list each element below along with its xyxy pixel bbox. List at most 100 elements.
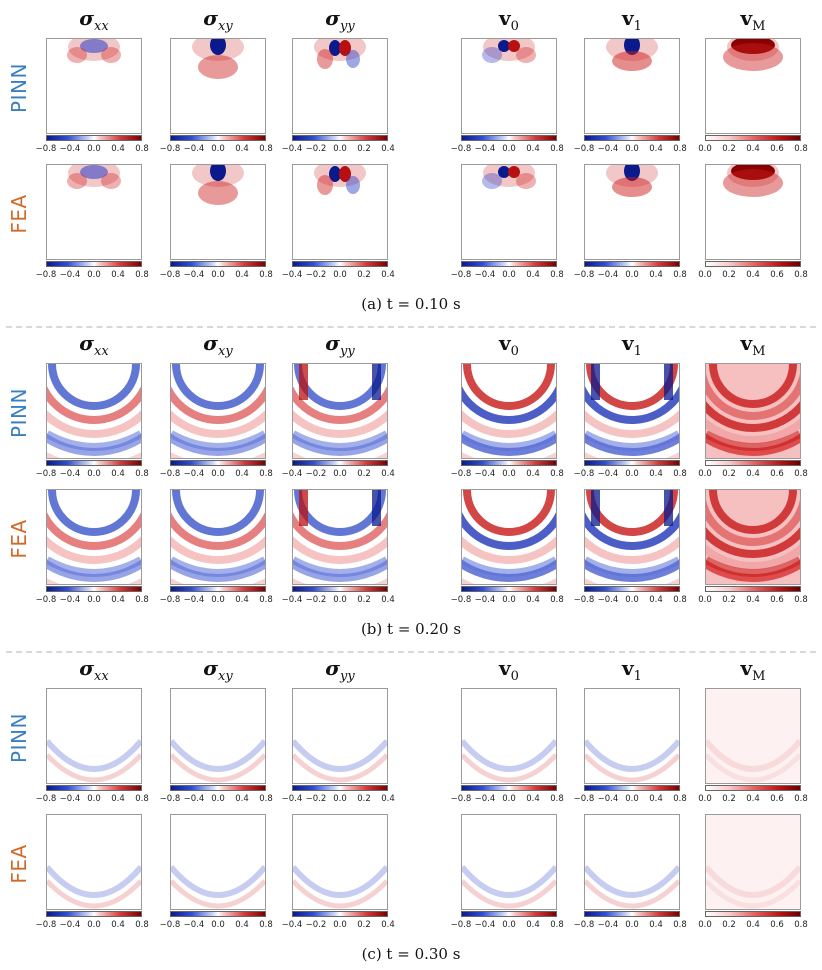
column-title-subscript: yy — [340, 344, 355, 359]
colorbar-tick-label: 0.8 — [259, 270, 273, 280]
colorbar-tick-label: 0.0 — [625, 144, 639, 154]
column-title-subscript: 1 — [633, 344, 642, 359]
field-panel — [170, 688, 266, 784]
colorbar-tick-label: 0.8 — [135, 794, 149, 804]
colorbar-tick-label: −0.8 — [573, 469, 595, 479]
field-panel — [46, 814, 142, 910]
colorbar-tick-label: 0.4 — [746, 270, 760, 280]
field-panel — [461, 164, 557, 260]
colorbar-tick-label: 0.8 — [550, 144, 564, 154]
colorbar-tick-label: 0.0 — [698, 794, 712, 804]
colorbar-tick-label: 0.8 — [673, 469, 687, 479]
colorbar-tick-label: 0.8 — [673, 920, 687, 930]
column-title-symbol: v — [499, 6, 511, 30]
colorbar — [170, 586, 266, 592]
colorbar — [46, 460, 142, 466]
colorbar-tick-label: 0.4 — [235, 595, 249, 605]
field-panel — [705, 489, 801, 585]
colorbar — [584, 911, 680, 917]
colorbar-tick-label: 0.8 — [673, 270, 687, 280]
colorbar-tick-label: −0.2 — [305, 144, 327, 154]
column-title-symbol: v — [622, 6, 634, 30]
colorbar-tick-label: −0.4 — [597, 920, 619, 930]
colorbar — [46, 911, 142, 917]
colorbar-tick-label: 0.4 — [649, 920, 663, 930]
column-title-5: v1 — [582, 6, 682, 34]
colorbar-tick-label: 0.4 — [381, 469, 395, 479]
colorbar — [46, 135, 142, 141]
colorbar-tick-label: −0.8 — [159, 144, 181, 154]
colorbar-tick-label: 0.0 — [502, 920, 516, 930]
column-title-2: σxy — [168, 6, 268, 34]
colorbar-tick-label: 0.2 — [722, 595, 736, 605]
colorbar-tick-label: 0.8 — [259, 920, 273, 930]
column-title-subscript: xy — [218, 344, 233, 359]
column-title-3: σyy — [290, 6, 390, 34]
column-title-subscript: 1 — [633, 669, 642, 684]
colorbar-tick-label: −0.8 — [159, 270, 181, 280]
caption-a: (a) t = 0.10 s — [361, 295, 461, 313]
colorbar-tick-label: 0.6 — [770, 794, 784, 804]
column-title-symbol: v — [740, 656, 753, 680]
column-title-subscript: xx — [94, 669, 109, 684]
colorbar-tick-label: −0.4 — [183, 920, 205, 930]
colorbar-tick-label: 0.2 — [357, 469, 371, 479]
colorbar-tick-label: 0.8 — [673, 794, 687, 804]
field-panel — [170, 363, 266, 459]
colorbar-tick-label: −0.8 — [450, 595, 472, 605]
colorbar-tick-label: 0.8 — [550, 794, 564, 804]
colorbar-tick-label: −0.4 — [183, 794, 205, 804]
colorbar — [292, 135, 388, 141]
field-panel — [461, 489, 557, 585]
field-panel — [584, 688, 680, 784]
colorbar — [461, 785, 557, 791]
colorbar-tick-label: −0.4 — [59, 144, 81, 154]
colorbar-tick-label: 0.4 — [111, 144, 125, 154]
field-panel — [705, 688, 801, 784]
colorbar-tick-label: −0.8 — [450, 270, 472, 280]
colorbar-tick-label: 0.8 — [794, 794, 808, 804]
colorbar-tick-label: −0.8 — [159, 794, 181, 804]
colorbar-tick-label: −0.4 — [59, 595, 81, 605]
colorbar-tick-label: −0.4 — [183, 270, 205, 280]
colorbar-tick-label: 0.4 — [235, 469, 249, 479]
colorbar — [292, 586, 388, 592]
row-label-pinn: PINN — [7, 63, 31, 113]
colorbar-tick-label: −0.8 — [35, 469, 57, 479]
colorbar-tick-label: 0.0 — [211, 270, 225, 280]
column-title-symbol: v — [740, 6, 753, 30]
column-title-symbol: v — [499, 656, 511, 680]
colorbar-tick-label: −0.8 — [573, 144, 595, 154]
colorbar-tick-label: 0.6 — [770, 469, 784, 479]
field-panel — [46, 164, 142, 260]
colorbar-tick-label: −0.4 — [597, 794, 619, 804]
colorbar-tick-label: −0.8 — [573, 270, 595, 280]
colorbar-tick-label: 0.8 — [259, 469, 273, 479]
column-title-subscript: 0 — [510, 19, 519, 34]
column-title-1: σxx — [44, 6, 144, 34]
colorbar-tick-label: 0.0 — [698, 469, 712, 479]
colorbar — [292, 785, 388, 791]
colorbar-tick-label: −0.8 — [573, 794, 595, 804]
field-panel — [170, 489, 266, 585]
colorbar-tick-label: 0.8 — [794, 920, 808, 930]
column-title-symbol: σ — [203, 331, 219, 355]
colorbar-tick-label: 0.0 — [87, 920, 101, 930]
column-title-subscript: M — [752, 344, 766, 359]
colorbar-tick-label: 0.4 — [649, 469, 663, 479]
colorbar-tick-label: 0.4 — [235, 920, 249, 930]
colorbar-tick-label: 0.6 — [770, 595, 784, 605]
colorbar-tick-label: 0.4 — [649, 595, 663, 605]
column-title-subscript: yy — [340, 669, 355, 684]
colorbar-tick-label: 0.8 — [135, 920, 149, 930]
colorbar-tick-label: 0.0 — [87, 794, 101, 804]
field-panel — [584, 814, 680, 910]
caption-c: (c) t = 0.30 s — [361, 945, 461, 963]
column-title-subscript: M — [752, 669, 766, 684]
colorbar — [584, 785, 680, 791]
colorbar-tick-label: 0.0 — [625, 794, 639, 804]
colorbar-tick-label: 0.0 — [333, 469, 347, 479]
column-title-subscript: xx — [94, 19, 109, 34]
colorbar-tick-label: 0.6 — [770, 270, 784, 280]
colorbar-tick-label: 0.0 — [211, 595, 225, 605]
